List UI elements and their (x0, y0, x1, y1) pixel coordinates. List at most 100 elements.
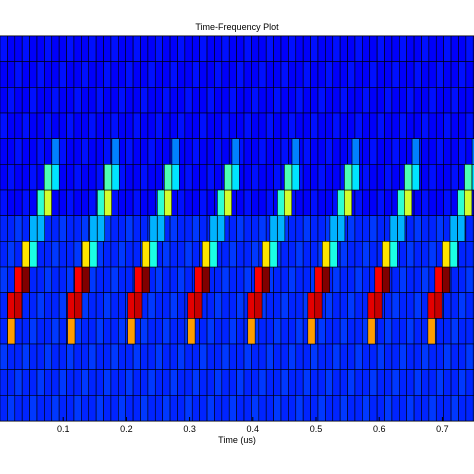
heatmap-cell (376, 112, 385, 139)
heatmap-cell (243, 266, 252, 293)
heatmap-cell (81, 164, 90, 191)
heatmap-cell (450, 369, 459, 396)
heatmap-chirp-cell (457, 215, 466, 242)
heatmap-cell (110, 112, 119, 139)
heatmap-cell (154, 395, 163, 422)
heatmap-cell (332, 87, 341, 114)
heatmap-chirp-cell (464, 164, 473, 191)
x-axis-label: Time (us) (218, 435, 256, 445)
heatmap-cell (95, 266, 104, 293)
heatmap-cell (384, 292, 393, 319)
heatmap-cell (81, 35, 90, 62)
heatmap-cell (362, 112, 371, 139)
heatmap-cell (58, 292, 67, 319)
heatmap-cell (95, 164, 104, 191)
heatmap-chirp-cell (81, 241, 90, 268)
heatmap-cell (206, 292, 215, 319)
heatmap-cell (7, 395, 16, 422)
heatmap-cell (44, 292, 53, 319)
heatmap-cell (280, 35, 289, 62)
heatmap-cell (228, 292, 237, 319)
heatmap-cell (384, 343, 393, 370)
heatmap-cell (88, 112, 97, 139)
heatmap-cell (339, 266, 348, 293)
heatmap-cell (7, 138, 16, 165)
heatmap-cell (88, 318, 97, 345)
heatmap-chirp-cell (97, 189, 106, 216)
heatmap-cell (339, 369, 348, 396)
heatmap-cell (21, 138, 30, 165)
heatmap-cell (58, 87, 67, 114)
heatmap-cell (369, 35, 378, 62)
heatmap-cell (125, 61, 134, 88)
heatmap-chirp-cell (224, 189, 233, 216)
x-tick-label: 0.4 (247, 424, 260, 434)
heatmap-cell (58, 343, 67, 370)
heatmap-cell (7, 87, 16, 114)
heatmap-chirp-cell (291, 138, 300, 165)
heatmap-cell (369, 369, 378, 396)
heatmap-cell (184, 395, 193, 422)
heatmap-cell (214, 266, 223, 293)
heatmap-cell (44, 138, 53, 165)
heatmap-cell (73, 189, 82, 216)
heatmap-cell (221, 61, 230, 88)
heatmap-cell (7, 164, 16, 191)
heatmap-chirp-cell (434, 292, 443, 319)
heatmap-cell (206, 138, 215, 165)
heatmap-cell (214, 138, 223, 165)
heatmap-cell (273, 35, 282, 62)
heatmap-cell (369, 112, 378, 139)
heatmap-cell (317, 215, 326, 242)
heatmap-cell (332, 61, 341, 88)
heatmap-cell (354, 318, 363, 345)
heatmap-cell (362, 189, 371, 216)
heatmap-cell (51, 61, 60, 88)
heatmap-cell (413, 318, 422, 345)
heatmap-cell (44, 318, 53, 345)
heatmap-cell (29, 138, 38, 165)
heatmap-cell (332, 138, 341, 165)
heatmap-cell (413, 395, 422, 422)
heatmap-cell (184, 164, 193, 191)
heatmap-cell (51, 112, 60, 139)
heatmap-chirp-cell (74, 266, 83, 293)
heatmap-cell (295, 87, 304, 114)
heatmap-cell (339, 395, 348, 422)
heatmap-cell (347, 112, 356, 139)
heatmap-cell (258, 343, 267, 370)
heatmap-chirp-cell (457, 189, 466, 216)
heatmap-cell (391, 292, 400, 319)
heatmap-cell (421, 369, 430, 396)
heatmap-cell (398, 292, 407, 319)
heatmap-cell (354, 343, 363, 370)
heatmap-cell (236, 266, 245, 293)
heatmap-cell (339, 292, 348, 319)
heatmap-cell (465, 343, 474, 370)
heatmap-cell (273, 87, 282, 114)
heatmap-cell (199, 164, 208, 191)
heatmap-cell (95, 35, 104, 62)
heatmap-cell (413, 35, 422, 62)
heatmap-cell (191, 164, 200, 191)
heatmap-cell (302, 189, 311, 216)
heatmap-cell (273, 292, 282, 319)
heatmap-chirp-cell (367, 318, 376, 345)
heatmap-cell (21, 292, 30, 319)
heatmap-cell (362, 87, 371, 114)
heatmap-cell (398, 61, 407, 88)
heatmap-chirp-cell (164, 189, 173, 216)
heatmap-cell (325, 189, 334, 216)
heatmap-cell (450, 138, 459, 165)
heatmap-cell (273, 395, 282, 422)
heatmap-cell (251, 112, 260, 139)
heatmap-cell (177, 112, 186, 139)
heatmap-cell (66, 61, 75, 88)
heatmap-chirp-cell (291, 164, 300, 191)
heatmap-cell (228, 369, 237, 396)
heatmap-cell (36, 61, 45, 88)
heatmap-cell (169, 241, 178, 268)
heatmap-cell (154, 318, 163, 345)
heatmap-cell (310, 112, 319, 139)
heatmap-cell (280, 266, 289, 293)
